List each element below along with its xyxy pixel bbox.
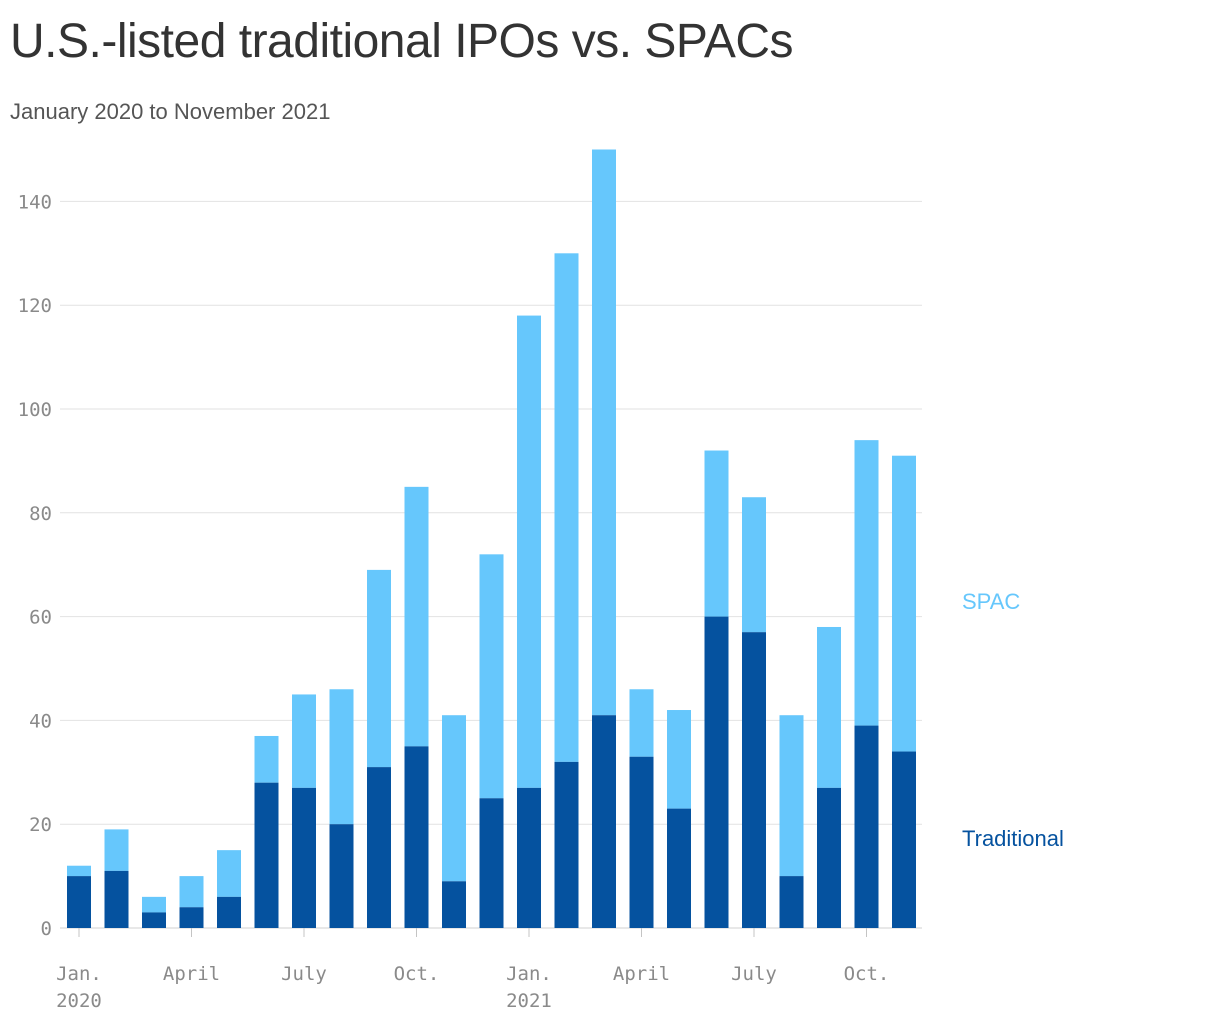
- x-tick-year-label-0: 2020: [56, 990, 102, 1012]
- bar-spac-14: [592, 149, 616, 716]
- bar-spac-8: [367, 569, 391, 768]
- bar-traditional-12: [517, 787, 541, 928]
- bar-spac-13: [554, 253, 579, 762]
- x-tick-label-3: April: [163, 963, 220, 985]
- bar-spac-7: [329, 689, 354, 825]
- y-tick-label-140: 140: [18, 191, 52, 213]
- bar-spac-0: [67, 865, 91, 877]
- bar-spac-10: [442, 715, 466, 882]
- x-tick-label-18: July: [731, 963, 777, 985]
- bars: [67, 149, 916, 928]
- bar-spac-2: [142, 896, 166, 913]
- y-tick-label-20: 20: [29, 814, 52, 836]
- bar-traditional-0: [67, 876, 91, 928]
- x-tick-label-12: Jan.: [506, 963, 552, 985]
- bar-spac-21: [854, 440, 879, 726]
- bar-spac-19: [779, 715, 804, 877]
- bar-spac-15: [629, 689, 654, 757]
- bar-traditional-20: [817, 787, 841, 928]
- y-tick-label-80: 80: [29, 503, 52, 525]
- bar-traditional-9: [404, 746, 429, 928]
- bar-traditional-22: [892, 751, 916, 928]
- bar-traditional-5: [254, 782, 279, 928]
- bar-traditional-18: [742, 632, 766, 928]
- bar-spac-5: [254, 735, 279, 783]
- legend-label-traditional: Traditional: [962, 826, 1064, 851]
- bar-traditional-21: [854, 725, 879, 928]
- bar-traditional-15: [629, 756, 654, 928]
- x-tick-label-0: Jan.: [56, 963, 102, 985]
- bar-spac-12: [517, 315, 541, 788]
- bar-traditional-17: [704, 616, 729, 928]
- bar-traditional-11: [479, 798, 504, 928]
- bar-traditional-6: [292, 787, 316, 928]
- bar-traditional-1: [104, 870, 129, 928]
- bar-traditional-2: [142, 912, 166, 928]
- bar-traditional-4: [217, 896, 241, 928]
- bar-spac-11: [479, 554, 504, 799]
- bar-spac-9: [404, 486, 429, 747]
- bar-spac-18: [742, 497, 766, 633]
- y-tick-label-100: 100: [18, 399, 52, 421]
- y-tick-label-40: 40: [29, 710, 52, 732]
- y-tick-label-120: 120: [18, 295, 52, 317]
- bar-spac-4: [217, 850, 241, 897]
- x-tick-label-9: Oct.: [394, 963, 440, 985]
- bar-traditional-10: [442, 881, 466, 928]
- y-tick-label-0: 0: [41, 918, 52, 940]
- bar-traditional-19: [779, 876, 804, 928]
- bar-spac-3: [179, 876, 204, 908]
- x-axis: Jan. 2020 April July Oct. Jan. 2021 April July Oc…: [56, 928, 889, 1012]
- bar-spac-20: [817, 626, 841, 788]
- x-tick-year-label-12: 2021: [506, 990, 552, 1012]
- y-axis-tick-labels: 0 20 40 60 80 100 120 140: [18, 191, 52, 940]
- chart-subtitle: January 2020 to November 2021: [10, 99, 331, 124]
- bar-traditional-16: [667, 808, 691, 928]
- chart-title: U.S.-listed traditional IPOs vs. SPACs: [10, 15, 794, 68]
- x-tick-label-15: April: [613, 963, 670, 985]
- bar-traditional-7: [329, 824, 354, 928]
- x-tick-label-21: Oct.: [844, 963, 890, 985]
- bar-traditional-8: [367, 767, 391, 928]
- y-tick-label-60: 60: [29, 607, 52, 629]
- bar-traditional-14: [592, 715, 616, 928]
- bar-spac-22: [892, 455, 916, 752]
- bar-traditional-13: [554, 761, 579, 928]
- bar-spac-16: [667, 710, 691, 809]
- bar-traditional-3: [179, 907, 204, 928]
- bar-spac-6: [292, 694, 316, 788]
- bar-spac-17: [704, 450, 729, 617]
- bar-spac-1: [104, 829, 129, 871]
- legend-label-spac: SPAC: [962, 589, 1020, 614]
- x-tick-label-6: July: [281, 963, 327, 985]
